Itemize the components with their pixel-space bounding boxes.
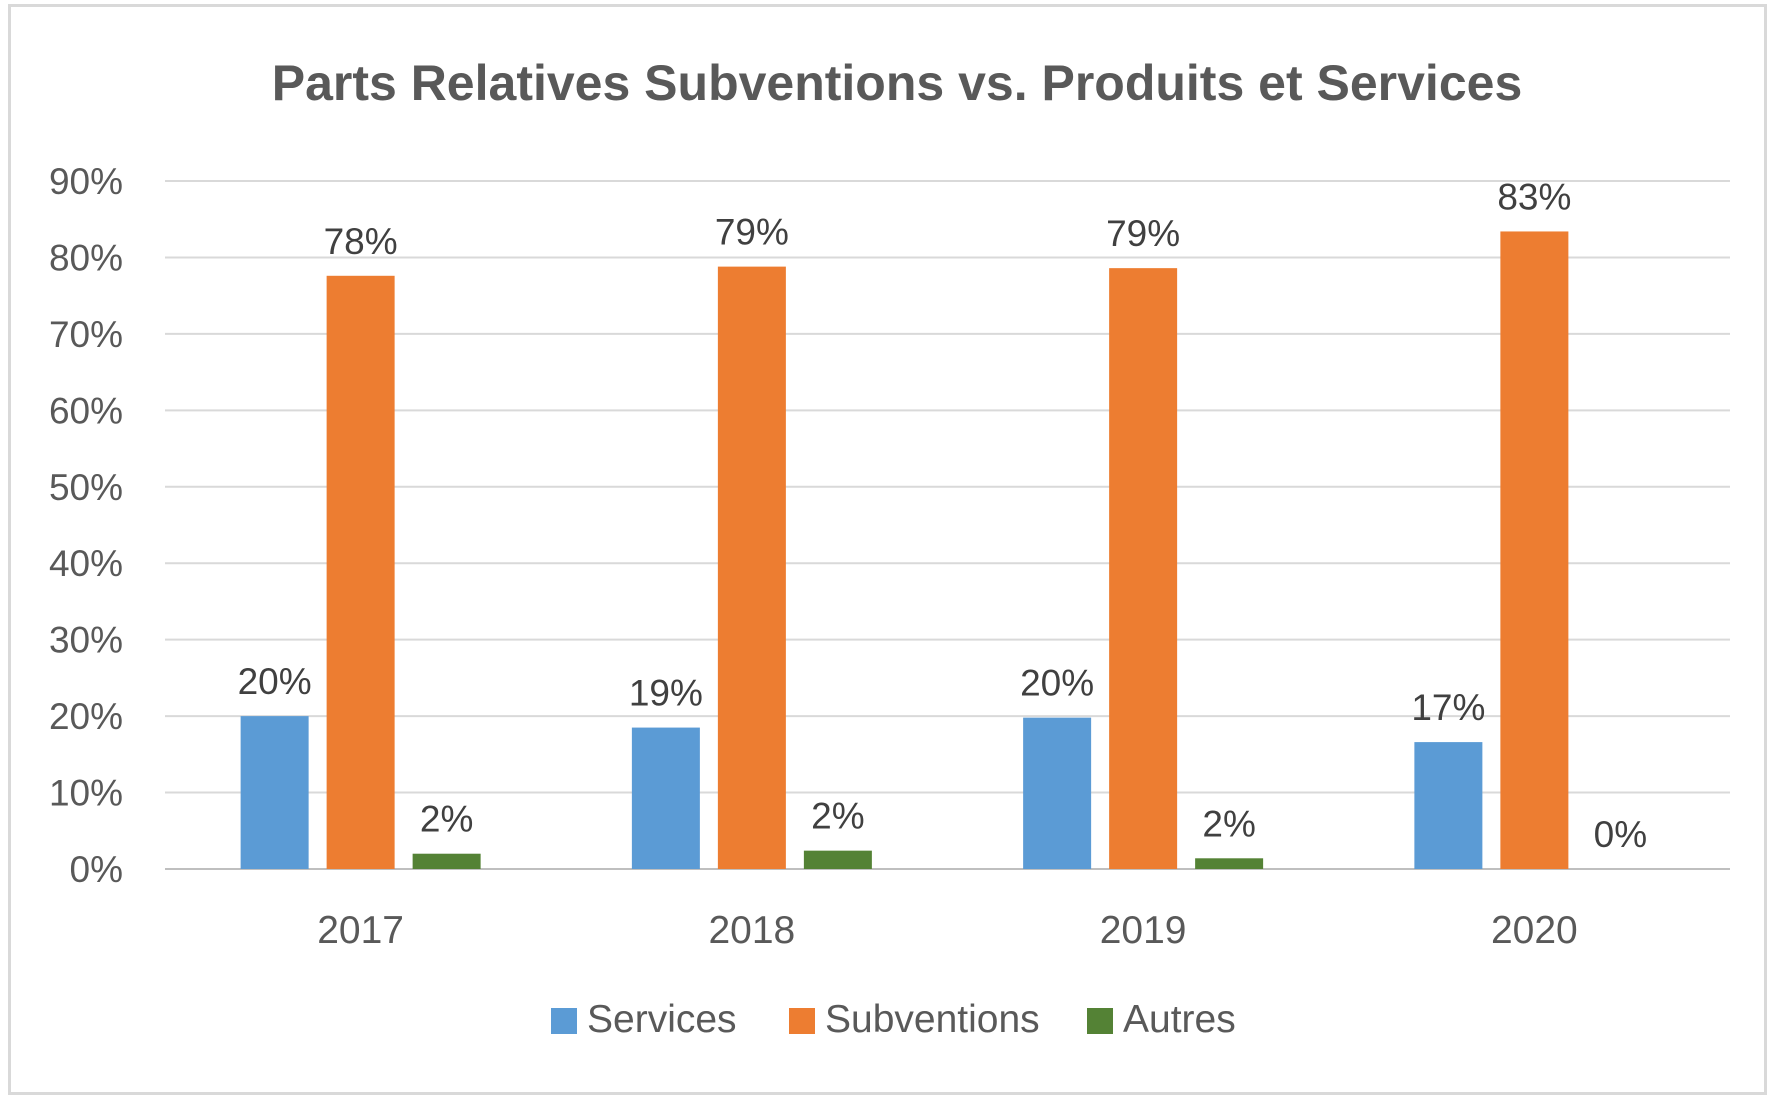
bar-subventions-2018 <box>717 266 786 869</box>
bar-services-2019 <box>1023 717 1092 869</box>
x-category-label: 2019 <box>1100 909 1187 952</box>
x-category-label: 2020 <box>1491 909 1578 952</box>
chart-title: Parts Relatives Subventions vs. Produits… <box>272 55 1523 111</box>
legend-swatch <box>1087 1008 1113 1034</box>
chart-frame <box>8 4 1767 1095</box>
bar-subventions-2017 <box>326 275 395 869</box>
x-category-label: 2017 <box>317 909 404 952</box>
legend: Services Subventions Autres <box>551 998 1236 1041</box>
legend-swatch <box>551 1008 577 1034</box>
legend-label: Autres <box>1123 998 1236 1041</box>
data-label-autres-2017: 2% <box>420 799 473 840</box>
y-tick-label: 20% <box>49 696 123 737</box>
data-label-services-2019: 20% <box>1020 663 1094 704</box>
y-tick-label: 0% <box>70 849 123 890</box>
data-label-subventions-2020: 83% <box>1497 176 1571 217</box>
y-tick-label: 70% <box>49 314 123 355</box>
data-label-subventions-2018: 79% <box>715 212 789 253</box>
data-label-subventions-2017: 78% <box>324 221 398 262</box>
y-tick-label: 40% <box>49 543 123 584</box>
x-axis-category-labels: 2017 2018 2019 2020 <box>317 909 1578 952</box>
data-label-services-2017: 20% <box>238 661 312 702</box>
bar-subventions-2020 <box>1500 231 1569 869</box>
y-tick-label: 90% <box>49 161 123 202</box>
legend-label: Subventions <box>825 998 1040 1041</box>
bar-services-2017 <box>240 716 309 869</box>
data-labels: 20% 78% 2% 19% 79% 2% 20% 79% 2% 17% 83% 0% <box>238 176 1648 855</box>
y-tick-label: 50% <box>49 467 123 508</box>
x-category-label: 2018 <box>708 909 795 952</box>
y-tick-label: 10% <box>49 773 123 814</box>
legend-label: Services <box>587 998 737 1041</box>
y-tick-label: 60% <box>49 390 123 431</box>
legend-item-services: Services <box>551 998 737 1041</box>
bar-services-2020 <box>1414 742 1483 869</box>
data-label-autres-2019: 2% <box>1202 803 1255 844</box>
bar-subventions-2019 <box>1109 268 1178 869</box>
bars <box>240 231 1569 869</box>
legend-item-subventions: Subventions <box>789 998 1040 1041</box>
legend-swatch <box>789 1008 815 1034</box>
y-tick-label: 30% <box>49 620 123 661</box>
data-label-autres-2018: 2% <box>811 796 864 837</box>
gridlines <box>165 180 1730 870</box>
bar-autres-2019 <box>1195 858 1264 869</box>
data-label-services-2018: 19% <box>629 673 703 714</box>
legend-item-autres: Autres <box>1087 998 1236 1041</box>
y-axis-tick-labels: 0% 10% 20% 30% 40% 50% 60% 70% 80% 90% <box>49 161 123 890</box>
bar-autres-2018 <box>803 850 872 869</box>
bar-autres-2017 <box>412 853 481 869</box>
data-label-autres-2020: 0% <box>1594 814 1647 855</box>
data-label-subventions-2019: 79% <box>1106 213 1180 254</box>
bar-services-2018 <box>631 727 700 869</box>
y-tick-label: 80% <box>49 237 123 278</box>
data-label-services-2020: 17% <box>1411 687 1485 728</box>
